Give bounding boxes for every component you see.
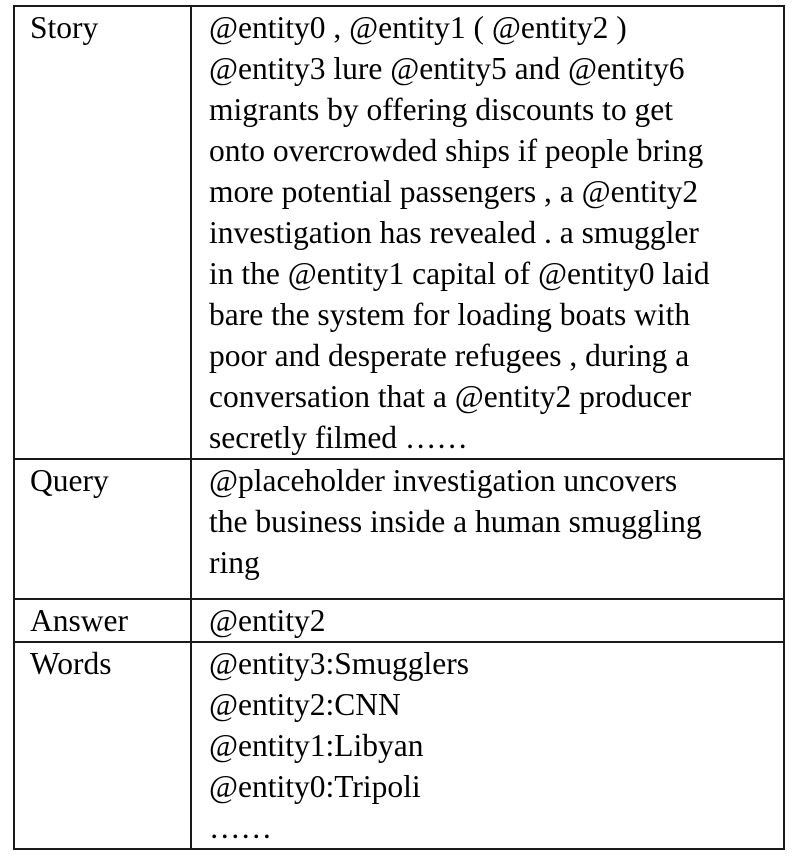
story-line: @entity3 lure @entity5 and @entity6 bbox=[209, 51, 685, 86]
story-line: more potential passengers , a @entity2 bbox=[209, 174, 699, 209]
story-line: secretly filmed …… bbox=[209, 420, 468, 455]
words-label: Words bbox=[13, 641, 192, 850]
query-line: the business inside a human smuggling bbox=[209, 504, 702, 539]
answer-text: @entity2 bbox=[190, 598, 785, 643]
words-line: @entity0:Tripoli bbox=[209, 769, 421, 804]
query-line: @placeholder investigation uncovers bbox=[209, 463, 678, 498]
story-line: in the @entity1 capital of @entity0 laid bbox=[209, 256, 710, 291]
words-line: @entity2:CNN bbox=[209, 687, 401, 722]
words-line: @entity1:Libyan bbox=[209, 728, 424, 763]
query-row: Query @placeholder investigation uncover… bbox=[13, 458, 785, 600]
story-line: conversation that a @entity2 producer bbox=[209, 379, 692, 414]
query-label: Query bbox=[13, 458, 192, 600]
story-line: @entity0 , @entity1 ( @entity2 ) bbox=[209, 10, 627, 45]
story-line: investigation has revealed . a smuggler bbox=[209, 215, 699, 250]
query-text: @placeholder investigation uncovers the … bbox=[190, 458, 785, 600]
story-label: Story bbox=[13, 5, 192, 460]
answer-line: @entity2 bbox=[209, 603, 326, 638]
words-line: …… bbox=[209, 810, 272, 845]
words-line: @entity3:Smugglers bbox=[209, 646, 469, 681]
query-line: ring bbox=[209, 545, 260, 580]
words-row: Words @entity3:Smugglers @entity2:CNN @e… bbox=[13, 641, 785, 850]
story-line: poor and desperate refugees , during a bbox=[209, 338, 690, 373]
story-text: @entity0 , @entity1 ( @entity2 ) @entity… bbox=[190, 5, 785, 460]
story-line: bare the system for loading boats with bbox=[209, 297, 691, 332]
story-line: migrants by offering discounts to get bbox=[209, 92, 673, 127]
example-table: Story @entity0 , @entity1 ( @entity2 ) @… bbox=[13, 5, 785, 850]
answer-row: Answer @entity2 bbox=[13, 598, 785, 643]
answer-label: Answer bbox=[13, 598, 192, 643]
words-text: @entity3:Smugglers @entity2:CNN @entity1… bbox=[190, 641, 785, 850]
story-line: onto overcrowded ships if people bring bbox=[209, 133, 704, 168]
story-row: Story @entity0 , @entity1 ( @entity2 ) @… bbox=[13, 5, 785, 460]
